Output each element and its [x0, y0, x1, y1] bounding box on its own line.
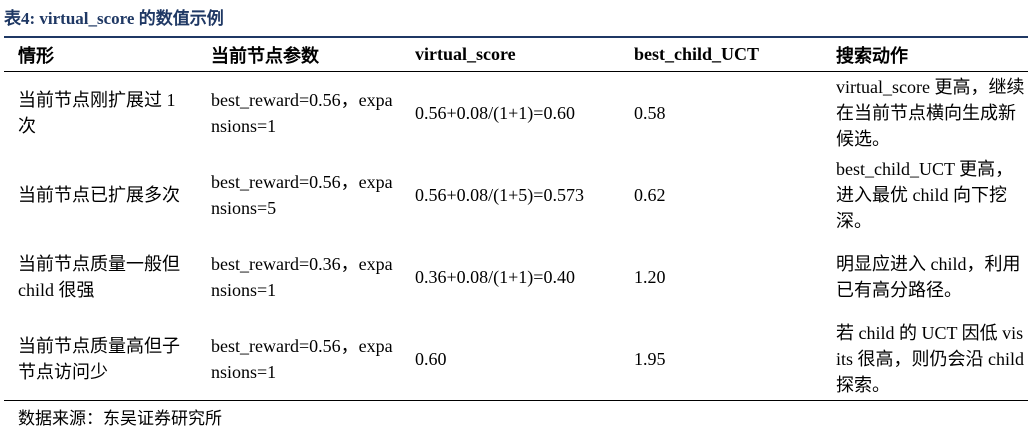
table-row: 当前节点质量一般但 child 很强 best_reward=0.36，expan… [4, 236, 1028, 318]
header-row: 情形 当前节点参数 virtual_score best_child_UCT 搜索动作 [4, 36, 1028, 72]
table-row: 当前节点刚扩展过 1 次 best_reward=0.56，expansions=… [4, 72, 1028, 155]
table-cell: best_child_UCT 更高，进入最优 child 向下挖深。 [836, 159, 1014, 231]
header-cell: 当前节点参数 [197, 36, 401, 72]
table-cell: best_reward=0.56，expansions=1 [197, 318, 401, 401]
header-cell: best_child_UCT [620, 36, 822, 72]
header-cell: 搜索动作 [822, 36, 1028, 72]
table-row: 当前节点质量高但子节点访问少 best_reward=0.56，expansion… [4, 318, 1028, 401]
table-cell: 当前节点质量高但子节点访问少 [4, 318, 197, 401]
source-note: 数据来源：东吴证券研究所 [18, 409, 222, 428]
table-row: 当前节点已扩展多次 best_reward=0.56，expansions=5 0.… [4, 154, 1028, 236]
table-body: 当前节点刚扩展过 1 次 best_reward=0.56，expansions=… [4, 72, 1028, 401]
table-cell: 1.95 [620, 318, 822, 401]
table-cell: 0.62 [634, 185, 666, 205]
table-cell: best_reward=0.36，expansions=1 [211, 254, 393, 300]
table-cell: 0.60 [401, 318, 620, 401]
table: 情形 当前节点参数 virtual_score best_child_UCT 搜索动作 … [4, 36, 1028, 401]
table-cell: virtual_score 更高，继续在当前节点横向生成新候选。 [836, 77, 1025, 149]
table-cell: 当前节点刚扩展过 1 次 [18, 90, 176, 136]
table-cell: 0.56+0.08/(1+5)=0.573 [415, 185, 584, 205]
table-cell: best_reward=0.56，expansions=1 [211, 90, 393, 136]
table-cell: 当前节点质量一般但 child 很强 [18, 254, 180, 300]
table-cell: 若 child 的 UCT 因低 visits 很高，则仍会沿 child 探索… [822, 318, 1028, 401]
table-cell: 0.56+0.08/(1+1)=0.60 [415, 103, 575, 123]
table-cell: 当前节点已扩展多次 [18, 185, 180, 205]
table-cell: 1.20 [634, 267, 666, 287]
table-cell: 0.36+0.08/(1+1)=0.40 [415, 267, 575, 287]
table-title: 表4: virtual_score 的数值示例 [4, 9, 224, 28]
header-cell: virtual_score [401, 36, 620, 72]
table-cell: best_reward=0.56，expansions=5 [211, 172, 393, 218]
header-cell: 情形 [4, 36, 197, 72]
table-cell: 0.58 [634, 103, 666, 123]
table-cell: 明显应进入 child，利用已有高分路径。 [836, 254, 1021, 300]
